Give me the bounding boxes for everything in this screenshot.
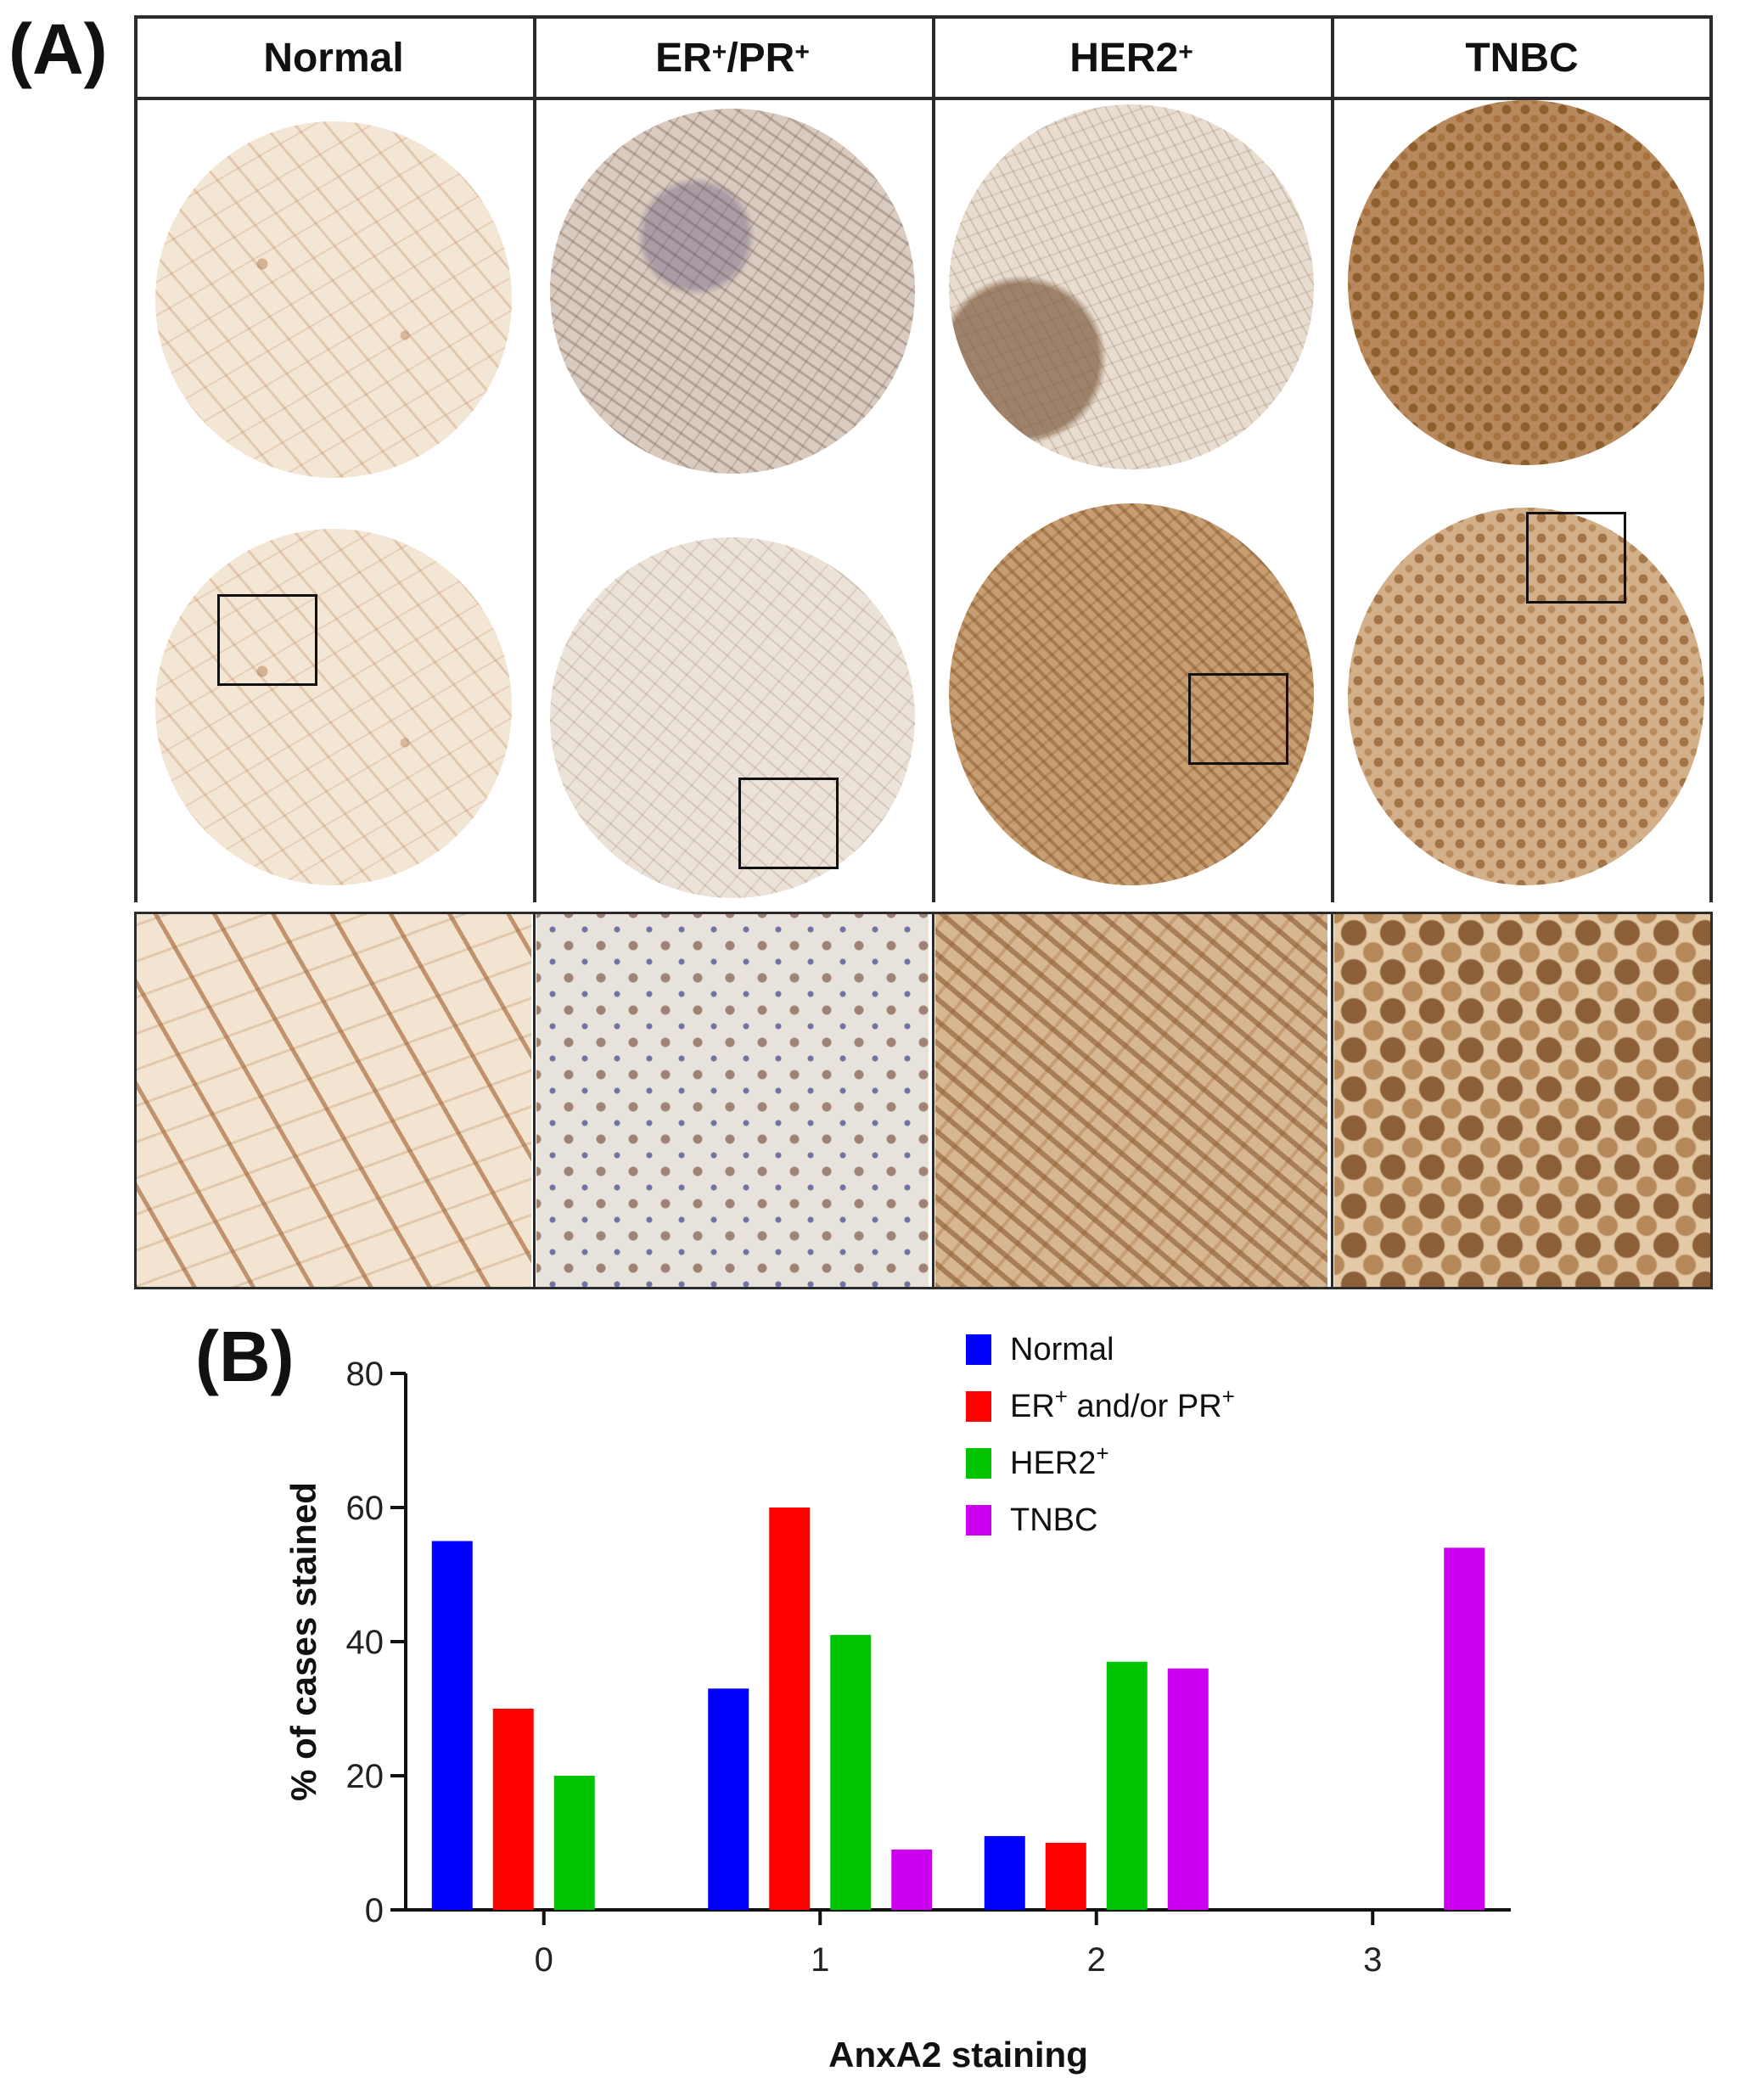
x-tick-label: 2 [1087,1941,1106,1979]
legend-swatch [966,1391,991,1422]
legend-swatch [966,1334,991,1365]
chart-legend: Normal ER+ and/or PR+ HER2+ TNBC [966,1332,1235,1538]
grid-col-divider-2 [932,15,935,902]
column-header-text: ER [655,35,712,81]
roi-box-her2 [1188,673,1288,765]
x-tick-label: 3 [1363,1941,1382,1979]
bar-normal-1 [708,1688,749,1910]
chart-canvas: 0 20 40 60 80 0 1 2 3 % of cases stained AnxA2 s… [283,1332,1511,2075]
magnified-view-her2 [935,913,1327,1289]
column-header-her2: HER2 + [932,15,1331,100]
column-header-text: TNBC [1465,35,1579,81]
magnified-view-tnbc [1334,913,1713,1289]
legend-label: HER2+ [1010,1440,1109,1481]
y-tick-label: 0 [365,1892,384,1929]
ihc-image-grid: Normal ER +/PR + HER2 + TNBC [134,15,1713,1289]
zoom-border-left [134,912,137,1289]
y-tick-label: 80 [346,1356,384,1393]
y-tick-label: 60 [346,1490,384,1527]
zoom-border-bottom [134,1287,1713,1289]
roi-box-normal [217,594,317,686]
bar-her2-2 [1106,1661,1148,1910]
tissue-core-er-pr-2 [550,537,915,898]
grid-header-divider [134,97,1713,100]
bar-tnbc-1 [891,1849,933,1910]
tissue-core-normal-2 [155,529,512,885]
zoom-divider-2 [932,912,934,1289]
grid-border-left [134,15,137,902]
tissue-core-her2-1 [949,104,1314,469]
bar-er-1 [769,1508,811,1910]
bar-er-2 [1045,1843,1086,1910]
column-header-er-pr: ER +/PR + [533,15,932,100]
bar-tnbc-3 [1444,1547,1485,1910]
tissue-core-her2-2 [949,503,1314,885]
column-header-text: Normal [263,35,404,81]
y-tick-label: 20 [346,1758,384,1795]
legend-swatch [966,1448,991,1479]
column-header-text-mid: /PR [727,35,795,81]
column-header-tnbc: TNBC [1331,15,1713,100]
grid-col-divider-3 [1331,15,1334,902]
column-header-sup: + [794,38,810,66]
bar-normal-2 [984,1836,1025,1910]
magnified-view-er-pr [536,913,929,1289]
roi-box-er-pr [738,778,839,869]
magnified-view-normal [134,913,531,1289]
zoom-border-right [1710,912,1713,1289]
bar-normal-0 [431,1541,473,1910]
roi-box-tnbc [1526,512,1626,604]
x-tick-label: 1 [811,1941,829,1979]
bar-tnbc-2 [1167,1668,1209,1910]
grid-col-divider-1 [533,15,536,902]
column-header-sup: + [1178,38,1193,66]
bar-er-0 [492,1709,534,1910]
tissue-core-normal-1 [155,121,512,478]
zoom-border-top [134,912,1713,914]
column-header-text: HER2 [1069,35,1179,81]
panel-b-label: (B) [195,1317,295,1396]
grid-border-top [134,15,1713,19]
legend-label: ER+ and/or PR+ [1010,1384,1235,1424]
tissue-core-er-pr-1 [550,109,915,474]
bar-her2-1 [830,1635,872,1910]
panel-a-label: (A) [8,9,108,89]
tissue-core-tnbc-1 [1348,100,1704,465]
grid-border-right [1709,15,1713,902]
column-header-sup: + [711,38,727,66]
y-tick-label: 40 [346,1624,384,1661]
x-tick-label: 0 [535,1941,553,1979]
legend-label: TNBC [1010,1502,1097,1538]
bar-her2-0 [553,1776,595,1910]
anxa2-bar-chart: 0 20 40 60 80 0 1 2 3 % of cases stained AnxA2 s… [0,1299,1751,2100]
zoom-divider-3 [1331,912,1333,1289]
x-axis-title: AnxA2 staining [828,2035,1088,2075]
legend-swatch [966,1505,991,1536]
y-axis-title: % of cases stained [283,1482,323,1801]
zoom-divider-1 [533,912,536,1289]
column-header-normal: Normal [134,15,533,100]
legend-label: Normal [1010,1332,1114,1367]
